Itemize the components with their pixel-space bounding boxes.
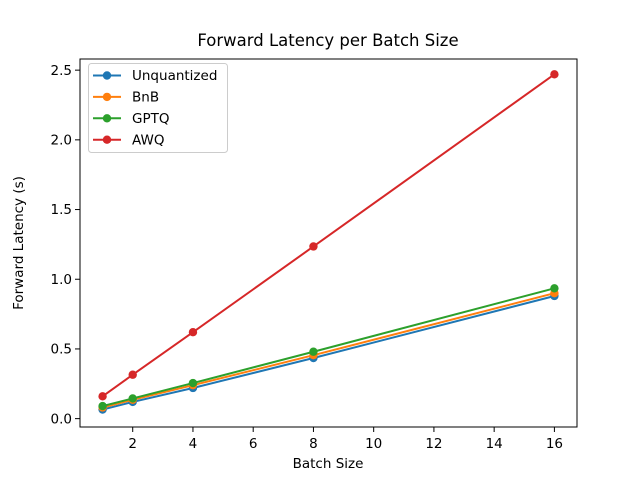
series-line [102,295,555,411]
data-point-marker [128,370,137,379]
data-point-marker [98,392,107,401]
y-tick-label: 2.0 [51,133,72,149]
x-tick-label: 14 [486,436,503,452]
y-tick-label: 0.0 [51,411,72,427]
legend-marker [102,135,112,144]
y-tick-label: 1.0 [51,272,72,288]
chart-title: Forward Latency per Batch Size [197,31,458,50]
data-point-marker [550,70,559,79]
x-axis-label: Batch Size [293,456,364,472]
y-axis-label: Forward Latency (s) [11,176,27,310]
legend-label: GPTQ [132,111,169,127]
data-point-marker [309,347,318,356]
y-tick-label: 0.5 [51,342,72,358]
data-point-marker [188,378,198,388]
data-point-marker [128,394,137,403]
series-gptq [98,284,559,411]
y-tick-label: 2.5 [51,63,72,79]
legend-marker [102,71,112,80]
y-tick-label: 1.5 [51,202,72,218]
legend-box [88,63,228,153]
data-point-marker [98,401,107,411]
x-tick-label: 10 [365,436,382,452]
legend-marker [102,92,112,102]
series-awq [98,70,559,401]
legend: Unquantized BnB GPTQ AWQ [88,63,228,153]
legend-label: AWQ [132,132,164,148]
axes-frame [79,58,578,428]
x-tick-label: 12 [425,436,442,452]
data-point-marker [550,284,559,293]
x-tick-label: 16 [546,436,563,452]
x-tick-label: 6 [249,436,258,452]
x-tick-label: 2 [128,436,137,452]
legend-label: BnB [132,90,159,106]
data-point-marker [309,242,318,251]
series-line [102,292,555,409]
x-tick-label: 8 [309,436,318,452]
data-point-marker [188,328,198,337]
plot-area [98,70,559,414]
legend-marker [102,114,112,123]
legend-label: Unquantized [132,68,217,84]
axis-ticks: 2 4 6 8 10 12 14 16 0.0 0.5 1.0 1.5 2.0 2.5 [51,63,563,452]
x-tick-label: 4 [189,436,198,452]
